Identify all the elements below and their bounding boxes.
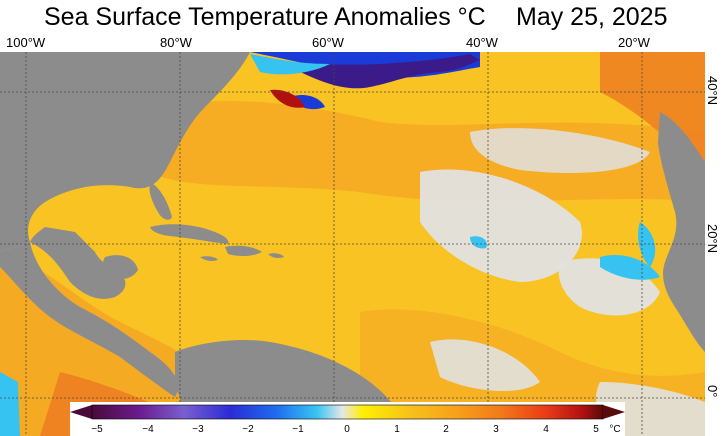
colorbar-gradient	[91, 404, 604, 420]
colorbar-tick--5: −5	[91, 424, 103, 435]
colorbar-tick--2: −2	[242, 424, 254, 435]
colorbar-unit: °C	[609, 424, 621, 435]
colorbar-tick-3: 3	[493, 424, 499, 435]
central-america-land	[0, 242, 180, 397]
colorbar-tick-1: 1	[394, 424, 400, 435]
lon-label-60w: 60°W	[312, 35, 344, 50]
lat-label-40n: 40°N	[705, 76, 720, 106]
lon-label-20w: 20°W	[618, 35, 650, 50]
north-america-land	[0, 52, 250, 252]
cool-anomaly-cape-verde	[600, 254, 660, 280]
cool-anomaly-pacific-edge	[0, 372, 20, 436]
graticule	[0, 52, 705, 436]
warm-anomaly-north	[150, 101, 705, 202]
lat-label-20n: 20°N	[705, 224, 720, 254]
colorbar-tick--3: −3	[192, 424, 204, 435]
lon-label-40w: 40°W	[466, 35, 498, 50]
map-title: Sea Surface Temperature Anomalies °C	[44, 3, 486, 31]
colorbar: −5 −4 −3 −2 −1 0 1 2 3 4 5 °C	[70, 402, 625, 436]
neutral-anomaly-central	[420, 169, 582, 282]
map-date: May 25, 2025	[516, 3, 668, 31]
hispaniola-land	[225, 245, 262, 257]
puerto-rico-land	[268, 253, 284, 258]
colorbar-tick--1: −1	[292, 424, 304, 435]
yucatan-land	[103, 255, 138, 279]
florida-land	[149, 182, 172, 220]
africa-land	[658, 112, 705, 352]
neutral-anomaly-north	[470, 128, 650, 173]
hot-anomaly-gulf-stream	[270, 89, 305, 108]
title-bar: Sea Surface Temperature Anomalies °C May…	[0, 0, 725, 36]
cool-anomaly-gulf-stream-edge	[250, 54, 330, 75]
colorbar-scale	[70, 404, 625, 420]
very-cold-anomaly-gulf-stream	[290, 54, 480, 89]
lat-label-0: 0°	[705, 385, 720, 398]
mexico-central-america-land	[30, 227, 126, 299]
neutral-anomaly-south	[430, 339, 540, 392]
cool-anomaly-equatorial	[470, 236, 487, 249]
sst-anomaly-map	[0, 52, 705, 436]
cold-anomaly-gulf-stream-south	[290, 95, 325, 110]
colorbar-right-arrow	[603, 405, 625, 419]
jamaica-land	[200, 256, 218, 261]
colorbar-tick-2: 2	[443, 424, 449, 435]
colorbar-tick-5: 5	[593, 424, 599, 435]
colorbar-tick-4: 4	[543, 424, 549, 435]
cuba-land	[150, 224, 229, 244]
lon-label-80w: 80°W	[160, 35, 192, 50]
colorbar-tick--4: −4	[142, 424, 154, 435]
colorbar-left-arrow	[70, 405, 92, 419]
colorbar-tick-0: 0	[344, 424, 350, 435]
lon-label-100w: 100°W	[6, 35, 46, 50]
